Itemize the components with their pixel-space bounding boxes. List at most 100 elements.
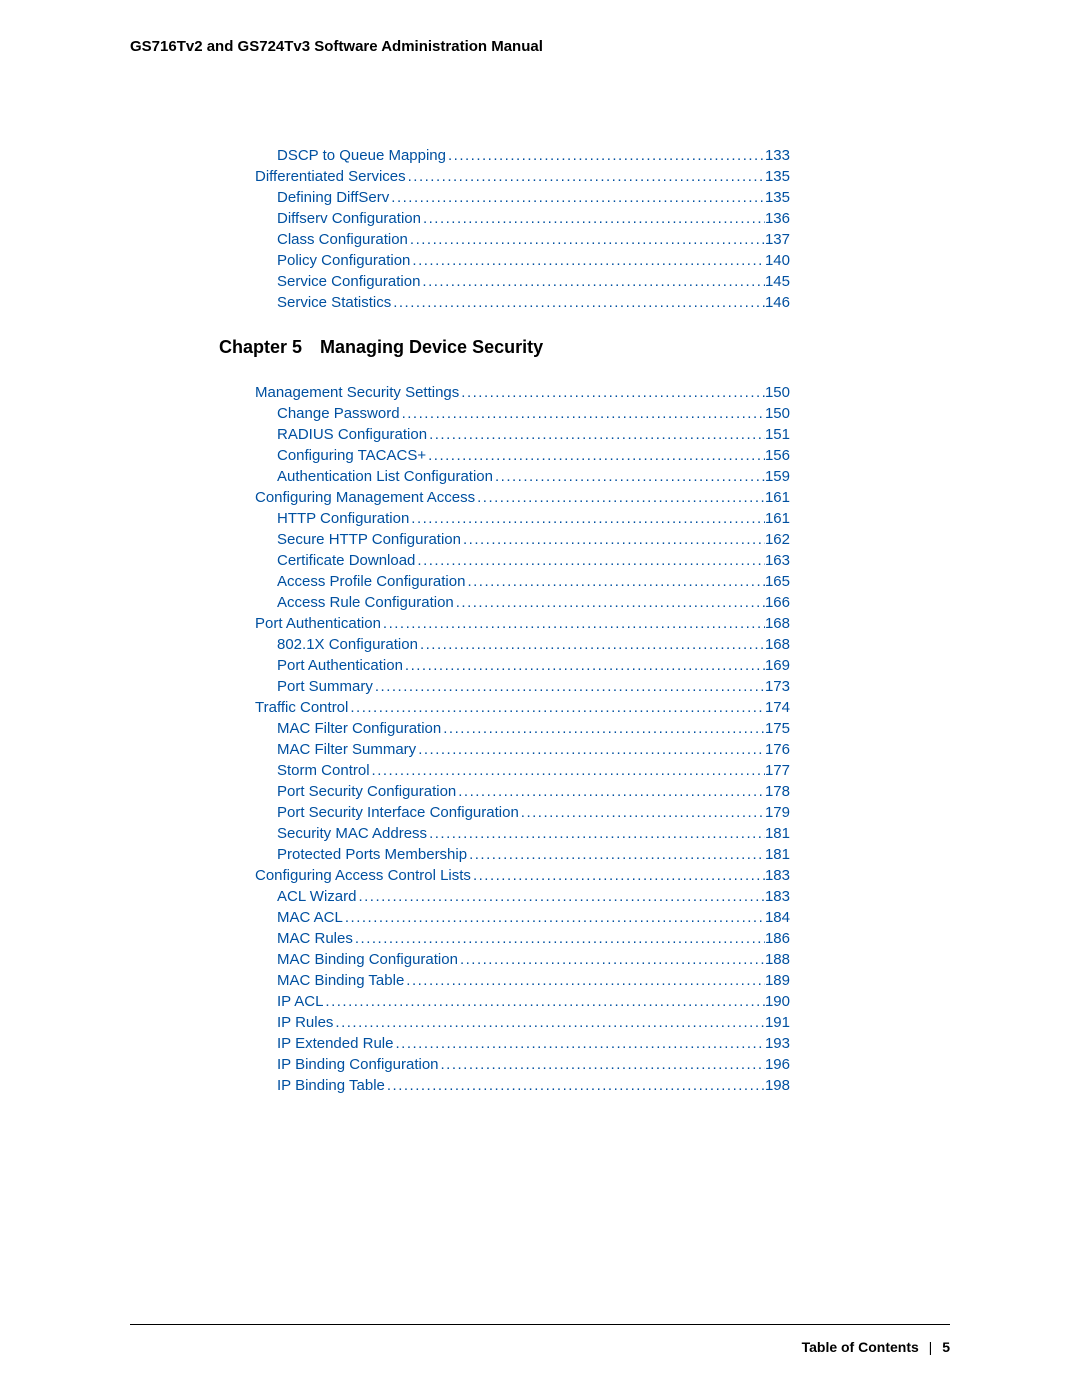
toc-entry[interactable]: Configuring Access Control Lists183 bbox=[255, 865, 790, 886]
toc-entry-page: 161 bbox=[765, 508, 790, 529]
toc-leader-dots bbox=[467, 844, 765, 865]
toc-entry[interactable]: IP ACL190 bbox=[255, 991, 790, 1012]
toc-entry[interactable]: Port Security Configuration178 bbox=[255, 781, 790, 802]
toc-entry-page: 175 bbox=[765, 718, 790, 739]
document-header-title: GS716Tv2 and GS724Tv3 Software Administr… bbox=[130, 38, 950, 55]
toc-entry-page: 177 bbox=[765, 760, 790, 781]
toc-entry[interactable]: Storm Control177 bbox=[255, 760, 790, 781]
toc-entry[interactable]: Access Rule Configuration166 bbox=[255, 592, 790, 613]
toc-entry-label: Security MAC Address bbox=[277, 823, 427, 844]
toc-entry-page: 159 bbox=[765, 466, 790, 487]
toc-leader-dots bbox=[519, 802, 765, 823]
toc-entry[interactable]: MAC Rules186 bbox=[255, 928, 790, 949]
toc-entry-label: Service Configuration bbox=[277, 271, 420, 292]
toc-entry-page: 161 bbox=[765, 487, 790, 508]
toc-entry[interactable]: IP Binding Table198 bbox=[255, 1075, 790, 1096]
toc-leader-dots bbox=[406, 166, 765, 187]
toc-entry[interactable]: Authentication List Configuration 159 bbox=[255, 466, 790, 487]
toc-entry[interactable]: Port Authentication169 bbox=[255, 655, 790, 676]
toc-entry[interactable]: IP Extended Rule193 bbox=[255, 1033, 790, 1054]
toc-entry-label: IP Binding Configuration bbox=[277, 1054, 439, 1075]
chapter-heading: Chapter 5Managing Device Security bbox=[219, 337, 790, 358]
toc-entry[interactable]: RADIUS Configuration151 bbox=[255, 424, 790, 445]
toc-entry-label: Diffserv Configuration bbox=[277, 208, 421, 229]
toc-entry-label: 802.1X Configuration bbox=[277, 634, 418, 655]
toc-entry-page: 145 bbox=[765, 271, 790, 292]
toc-entry-page: 165 bbox=[765, 571, 790, 592]
toc-entry[interactable]: ACL Wizard183 bbox=[255, 886, 790, 907]
toc-entry[interactable]: Differentiated Services135 bbox=[255, 166, 790, 187]
toc-entry-page: 136 bbox=[765, 208, 790, 229]
toc-entry[interactable]: IP Rules191 bbox=[255, 1012, 790, 1033]
toc-entry-page: 162 bbox=[765, 529, 790, 550]
toc-entry[interactable]: MAC ACL184 bbox=[255, 907, 790, 928]
toc-entry[interactable]: MAC Filter Configuration175 bbox=[255, 718, 790, 739]
footer-label: Table of Contents bbox=[802, 1339, 919, 1355]
toc-entry-label: Secure HTTP Configuration bbox=[277, 529, 461, 550]
toc-entry[interactable]: DSCP to Queue Mapping133 bbox=[255, 145, 790, 166]
toc-entry[interactable]: MAC Binding Configuration188 bbox=[255, 949, 790, 970]
toc-entry-label: Management Security Settings bbox=[255, 382, 459, 403]
toc-entry-page: 178 bbox=[765, 781, 790, 802]
toc-entry[interactable]: Certificate Download163 bbox=[255, 550, 790, 571]
toc-entry[interactable]: Change Password150 bbox=[255, 403, 790, 424]
toc-leader-dots bbox=[389, 187, 765, 208]
toc-entry-label: Authentication List Configuration bbox=[277, 466, 493, 487]
toc-entry[interactable]: Service Statistics 146 bbox=[255, 292, 790, 313]
toc-leader-dots bbox=[391, 292, 765, 313]
toc-entry[interactable]: Protected Ports Membership181 bbox=[255, 844, 790, 865]
toc-leader-dots bbox=[493, 466, 765, 487]
toc-leader-dots bbox=[373, 676, 765, 697]
toc-leader-dots bbox=[410, 250, 765, 271]
toc-entry[interactable]: Configuring Management Access161 bbox=[255, 487, 790, 508]
toc-entry-page: 193 bbox=[765, 1033, 790, 1054]
toc-container: DSCP to Queue Mapping133Differentiated S… bbox=[255, 145, 790, 1096]
toc-entry-page: 183 bbox=[765, 865, 790, 886]
toc-entry-page: 137 bbox=[765, 229, 790, 250]
toc-entry-label: Access Rule Configuration bbox=[277, 592, 454, 613]
toc-entry[interactable]: Port Security Interface Configuration179 bbox=[255, 802, 790, 823]
toc-entry[interactable]: Defining DiffServ135 bbox=[255, 187, 790, 208]
toc-entry[interactable]: Policy Configuration140 bbox=[255, 250, 790, 271]
page-footer: Table of Contents | 5 bbox=[130, 1324, 950, 1355]
toc-entry[interactable]: Port Authentication168 bbox=[255, 613, 790, 634]
toc-entry-page: 174 bbox=[765, 697, 790, 718]
toc-entry-label: Service Statistics bbox=[277, 292, 391, 313]
toc-entry[interactable]: Configuring TACACS+156 bbox=[255, 445, 790, 466]
toc-entry[interactable]: Diffserv Configuration 136 bbox=[255, 208, 790, 229]
toc-entry[interactable]: 802.1X Configuration168 bbox=[255, 634, 790, 655]
toc-entry-page: 176 bbox=[765, 739, 790, 760]
footer-page-number: 5 bbox=[942, 1339, 950, 1355]
toc-entry[interactable]: Traffic Control174 bbox=[255, 697, 790, 718]
toc-leader-dots bbox=[475, 487, 765, 508]
toc-entry[interactable]: Port Summary173 bbox=[255, 676, 790, 697]
toc-entry-label: Port Authentication bbox=[255, 613, 381, 634]
toc-entry-label: HTTP Configuration bbox=[277, 508, 409, 529]
toc-entry[interactable]: MAC Filter Summary176 bbox=[255, 739, 790, 760]
toc-entry-label: MAC Binding Configuration bbox=[277, 949, 458, 970]
toc-entry[interactable]: Security MAC Address 181 bbox=[255, 823, 790, 844]
toc-entry-page: 198 bbox=[765, 1075, 790, 1096]
chapter-title: Managing Device Security bbox=[320, 337, 543, 357]
toc-entry[interactable]: MAC Binding Table189 bbox=[255, 970, 790, 991]
toc-entry[interactable]: Secure HTTP Configuration 162 bbox=[255, 529, 790, 550]
toc-leader-dots bbox=[393, 1033, 764, 1054]
toc-leader-dots bbox=[439, 1054, 765, 1075]
toc-leader-dots bbox=[409, 508, 765, 529]
toc-entry-label: ACL Wizard bbox=[277, 886, 356, 907]
toc-entry[interactable]: Class Configuration137 bbox=[255, 229, 790, 250]
toc-leader-dots bbox=[446, 145, 765, 166]
toc-leader-dots bbox=[333, 1012, 765, 1033]
toc-entry-label: RADIUS Configuration bbox=[277, 424, 427, 445]
toc-entry-page: 156 bbox=[765, 445, 790, 466]
toc-entry[interactable]: Service Configuration 145 bbox=[255, 271, 790, 292]
toc-entry[interactable]: Access Profile Configuration165 bbox=[255, 571, 790, 592]
toc-entry-page: 146 bbox=[765, 292, 790, 313]
toc-entry-page: 181 bbox=[765, 823, 790, 844]
toc-entry-page: 150 bbox=[765, 403, 790, 424]
toc-leader-dots bbox=[461, 529, 765, 550]
toc-entry[interactable]: IP Binding Configuration196 bbox=[255, 1054, 790, 1075]
toc-entry[interactable]: HTTP Configuration 161 bbox=[255, 508, 790, 529]
toc-entry[interactable]: Management Security Settings150 bbox=[255, 382, 790, 403]
toc-entry-page: 179 bbox=[765, 802, 790, 823]
